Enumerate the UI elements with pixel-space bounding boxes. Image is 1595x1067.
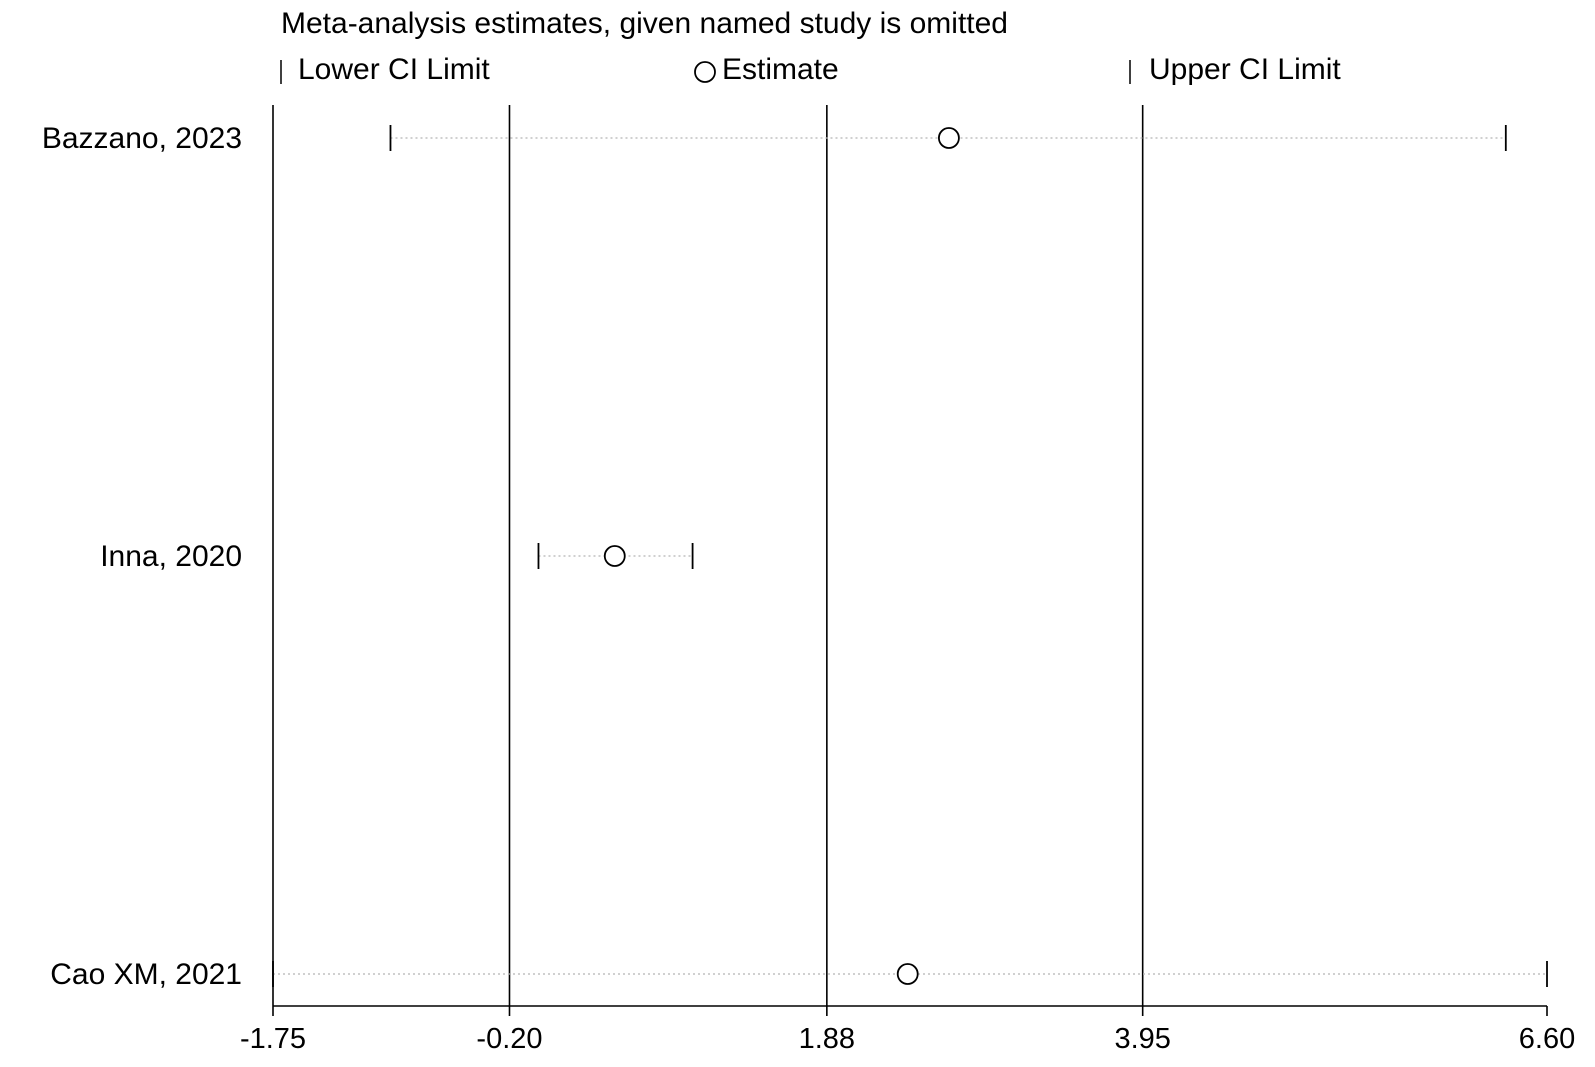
estimate-point (896, 963, 919, 985)
legend: Lower CI Limit Estimate Upper CI Limit (280, 53, 1341, 86)
legend-estimate-label: Estimate (722, 53, 839, 86)
estimate-point (938, 127, 960, 149)
legend-upper-label: Upper CI Limit (1149, 53, 1341, 86)
x-tick-label-3: 3.95 (1114, 1023, 1170, 1055)
x-tick-label-0: -1.75 (240, 1023, 306, 1055)
study-row: Cao XM, 2021 (50, 958, 1548, 991)
study-row: Bazzano, 2023 (42, 122, 1507, 155)
estimate-point (603, 545, 626, 567)
x-tick-label-4: 6.60 (1519, 1023, 1575, 1055)
study-row: Inna, 2020 (100, 540, 694, 573)
study-label: Bazzano, 2023 (42, 122, 242, 155)
reference-lines (272, 105, 1144, 1006)
study-label: Cao XM, 2021 (50, 958, 242, 991)
chart-title: Meta-analysis estimates, given named stu… (281, 7, 1008, 40)
study-rows: Bazzano, 2023 Inna, 2020 Cao XM, 2021 (42, 122, 1548, 991)
x-tick-label-1: -0.20 (476, 1023, 542, 1055)
study-label: Inna, 2020 (100, 540, 242, 573)
x-tick-label-2: 1.88 (799, 1023, 855, 1055)
legend-estimate-marker (694, 61, 716, 83)
x-axis: -1.75 -0.20 1.88 3.95 6.60 (240, 1005, 1575, 1055)
legend-lower-label: Lower CI Limit (298, 53, 490, 86)
